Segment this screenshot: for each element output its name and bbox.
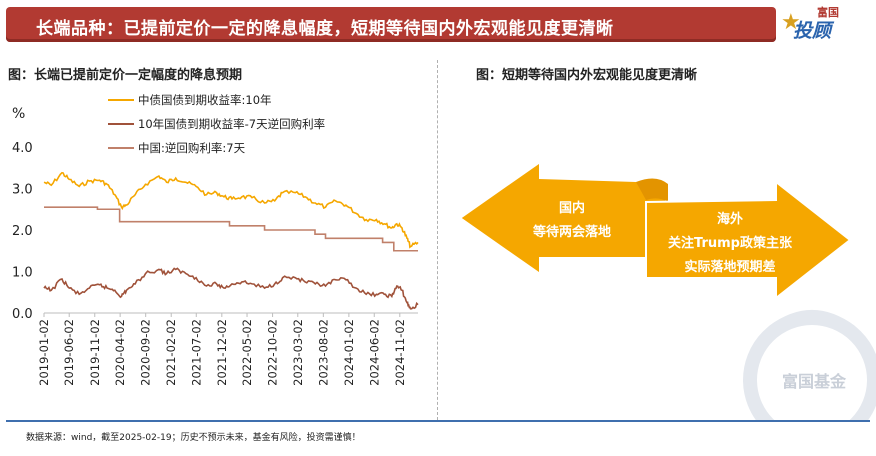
x-tick-label: 2019-01-02 [37,319,51,386]
x-tick-label: 2019-06-02 [62,319,76,386]
x-axis: 2019-01-02 2019-06-02 2019-11-02 2020-04-02… [37,312,418,386]
y-axis: 0.0 1.0 2.0 3.0 4.0 [12,141,33,322]
yield-chart: 中债国债到期收益率:10年 10年国债到期收益率-7天逆回购利率中国:逆回购利率:… [12,93,419,386]
macro-visibility-diagram: 国内 等待两会落地 海外 关注Trump政策主张 实际落地预期差 [458,160,852,300]
legend-label-1: 10年国债到期收益率-7天逆回购利率 [138,117,325,131]
x-tick-label: 2024-01-02 [342,319,356,386]
logo: ★ 富国 投顾 [781,2,873,44]
y-unit-label: % [12,106,26,122]
x-tick-label: 2024-06-02 [367,319,381,386]
x-tick-label: 2021-02-02 [164,319,178,386]
legend-label-2: 中国:逆回购利率:7天 [138,141,246,155]
x-tick-label: 2021-07-02 [189,319,203,386]
x-tick-label: 2023-08-02 [316,319,330,386]
page-title: 长端品种：已提前定价一定的降息幅度，短期等待国内外宏观能见度更清晰 [36,19,614,39]
watermark-emblem-icon [743,310,876,449]
footer-divider [6,420,870,422]
x-tick-label: 2022-05-02 [240,319,254,386]
overseas-line1: 海外 [717,211,743,227]
x-tick-label: 2019-11-02 [88,319,102,386]
title-bar: 长端品种：已提前定价一定的降息幅度，短期等待国内外宏观能见度更清晰 [6,7,776,42]
domestic-line1: 国内 [559,200,585,216]
domestic-line2: 等待两会落地 [532,224,611,240]
chart-lines [43,171,419,310]
series-line-2 [44,206,418,252]
y-tick-label: 3.0 [12,183,33,198]
x-tick-label: 2020-04-02 [113,319,127,386]
x-tick-label: 2023-03-02 [291,319,305,386]
x-tick-label: 2022-10-02 [266,319,280,386]
data-source-note: 数据来源：wind，截至2025-02-19；历史不预示未来，基金有风险，投资需… [26,433,361,443]
x-tick-label: 2021-12-02 [215,319,229,386]
series-line-1 [43,267,419,310]
chart-legend: 中债国债到期收益率:10年 10年国债到期收益率-7天逆回购利率中国:逆回购利率:… [108,93,325,155]
logo-small-text: 富国 [817,6,839,19]
domestic-arrow [458,160,667,276]
watermark-text: 富国基金 [782,372,847,391]
ribbon-fold [636,178,668,202]
right-diagram-subtitle: 图：短期等待国内外宏观能见度更清晰 [476,68,698,83]
watermark: 富国基金 [732,300,876,449]
star-icon: ★ [781,10,801,35]
left-chart-subtitle: 图：长端已提前定价一定幅度的降息预期 [8,68,243,83]
y-tick-label: 4.0 [12,141,33,156]
overseas-arrow [645,179,852,300]
series-line-0 [43,171,419,249]
x-tick-label: 2020-09-02 [139,319,153,386]
logo-big-text: 投顾 [793,20,832,42]
legend-label-0: 中债国债到期收益率:10年 [138,93,272,107]
panel-divider [437,60,438,420]
y-tick-label: 2.0 [12,224,33,239]
overseas-line3: 实际落地预期差 [684,259,775,275]
y-tick-label: 1.0 [12,266,33,281]
x-tick-label: 2024-11-02 [393,319,407,386]
y-tick-label: 0.0 [12,307,33,322]
overseas-line2: 关注Trump政策主张 [668,235,793,251]
